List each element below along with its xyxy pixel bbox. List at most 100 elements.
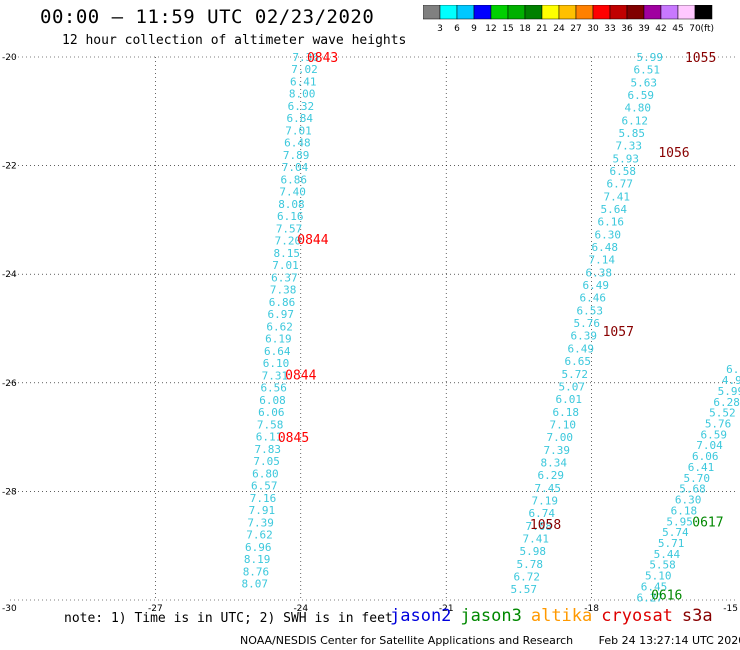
wave-height-point: 7.62 bbox=[246, 529, 273, 542]
wave-height-point: 5.71 bbox=[658, 537, 685, 550]
wave-height-point: 5.74 bbox=[662, 526, 689, 539]
wave-height-point: 5.76 bbox=[574, 317, 601, 330]
wave-height-point: 6.45 bbox=[641, 580, 668, 593]
wave-height-point: 6.58 bbox=[610, 165, 637, 178]
satellite-cryosat: cryosat bbox=[601, 606, 673, 626]
wave-height-point: 6.28 bbox=[726, 363, 740, 376]
pass-time-label: 0844 bbox=[297, 233, 328, 248]
x-tick-label: -15 bbox=[723, 604, 738, 614]
legend-label: 24 bbox=[553, 24, 565, 34]
wave-height-point: 6.80 bbox=[252, 467, 279, 480]
wave-height-point: 6.28 bbox=[713, 396, 740, 409]
legend-label: 15 bbox=[502, 24, 513, 34]
wave-height-point: 7.04 bbox=[696, 439, 723, 452]
wave-height-point: 6.49 bbox=[583, 279, 610, 292]
wave-height-point: 5.70 bbox=[683, 472, 710, 485]
wave-height-point: 8.08 bbox=[278, 198, 305, 211]
wave-height-point: 5.63 bbox=[631, 76, 658, 89]
wave-height-point: 5.93 bbox=[613, 152, 640, 165]
wave-height-point: 5.72 bbox=[562, 368, 589, 381]
wave-height-point: 6.97 bbox=[268, 308, 295, 321]
wave-height-point: 8.76 bbox=[243, 565, 270, 578]
wave-height-point: 7.36 bbox=[292, 51, 319, 64]
y-tick-label: -28 bbox=[2, 487, 17, 497]
legend-label: 39 bbox=[638, 24, 650, 34]
wave-height-point: 7.39 bbox=[247, 516, 274, 529]
wave-height-point: 7.01 bbox=[272, 259, 299, 272]
wave-height-point: 6.16 bbox=[598, 216, 625, 229]
wave-height-point: 5.58 bbox=[649, 559, 676, 572]
x-tick-label: -24 bbox=[293, 604, 308, 614]
wave-height-point: 6.59 bbox=[701, 428, 728, 441]
y-tick-label: -22 bbox=[2, 162, 17, 172]
wave-height-point: 6.19 bbox=[265, 333, 292, 346]
legend-label: 42 bbox=[655, 24, 666, 34]
wave-height-point: 6.96 bbox=[245, 541, 272, 554]
wave-height-point: 8.15 bbox=[273, 247, 300, 260]
wave-height-point: 7.58 bbox=[257, 418, 284, 431]
legend-label: 12 bbox=[485, 24, 496, 34]
pass-time-label: 0617 bbox=[692, 515, 723, 530]
wave-height-point: 7.41 bbox=[522, 532, 549, 545]
wave-height-point: 6.72 bbox=[513, 570, 540, 583]
x-tick-label: -30 bbox=[2, 604, 17, 614]
satellite-legend: jason2 jason3 altika cryosat s3a bbox=[390, 606, 722, 626]
wave-height-point: 5.99 bbox=[718, 385, 740, 398]
wave-height-point: 7.38 bbox=[270, 284, 297, 297]
track-3: 6.284.905.996.285.525.766.597.046.066.41… bbox=[637, 363, 740, 604]
wave-height-point: 5.85 bbox=[619, 127, 646, 140]
wave-height-point: 6.59 bbox=[628, 89, 655, 102]
wave-height-point: 6.30 bbox=[595, 228, 622, 241]
pass-time-label: 0844 bbox=[285, 369, 316, 384]
wave-height-point: 6.53 bbox=[577, 304, 604, 317]
x-tick-label: -21 bbox=[439, 604, 454, 614]
chart-subtitle: 12 hour collection of altimeter wave hei… bbox=[62, 33, 407, 48]
legend-label: 30 bbox=[587, 24, 599, 34]
wave-height-point: 7.04 bbox=[282, 161, 309, 174]
y-tick-label: -20 bbox=[2, 53, 17, 63]
track-1: 7.367.026.418.006.326.847.016.487.897.04… bbox=[242, 51, 339, 591]
satellite-jason2: jason2 bbox=[390, 606, 452, 626]
wave-height-point: 5.99 bbox=[637, 51, 664, 64]
wave-height-point: 7.40 bbox=[279, 186, 306, 199]
pass-time-label: 0616 bbox=[651, 589, 682, 604]
wave-height-point: 6.39 bbox=[571, 330, 598, 343]
wave-height-point: 7.02 bbox=[291, 63, 318, 76]
credit-line: NOAA/NESDIS Center for Satellite Applica… bbox=[240, 634, 740, 647]
legend-label: 6 bbox=[454, 24, 460, 34]
credit-text: NOAA/NESDIS Center for Satellite Applica… bbox=[240, 634, 574, 647]
legend-label: 45 bbox=[672, 24, 683, 34]
legend-label: 3 bbox=[437, 24, 443, 34]
color-legend: 3 6 9 12 15 18 21 24 27 30 33 36 39 42 45 70 (ft) bbox=[423, 5, 714, 34]
wave-height-point: 6.56 bbox=[260, 382, 287, 395]
wave-height-point: 7.91 bbox=[249, 504, 276, 517]
wave-height-point: 6.18 bbox=[553, 406, 580, 419]
legend-label: 36 bbox=[621, 24, 633, 34]
wave-height-point: 6.86 bbox=[281, 173, 308, 186]
legend-label: 9 bbox=[471, 24, 477, 34]
wave-height-point: 5.78 bbox=[516, 558, 543, 571]
pass-time-label: 1057 bbox=[603, 325, 634, 340]
wave-height-point: 7.89 bbox=[283, 149, 310, 162]
wave-height-point: 5.64 bbox=[601, 203, 628, 216]
wave-height-point: 7.39 bbox=[544, 444, 571, 457]
legend-swatch bbox=[694, 5, 713, 20]
pass-time-label: 0843 bbox=[307, 51, 338, 66]
wave-height-point: 6.06 bbox=[258, 406, 285, 419]
wave-height-point: 6.64 bbox=[264, 345, 291, 358]
satellite-s3a: s3a bbox=[681, 606, 713, 626]
y-tick-label: -24 bbox=[2, 270, 17, 280]
wave-height-point: 6.18 bbox=[671, 504, 698, 517]
wave-height-point: 5.76 bbox=[705, 418, 732, 431]
wave-height-point: 6.10 bbox=[263, 357, 290, 370]
pass-time-label: 0845 bbox=[278, 431, 309, 446]
legend-label: 70 bbox=[689, 24, 701, 34]
wave-height-point: 6.62 bbox=[266, 320, 293, 333]
wave-height-point: 6.32 bbox=[288, 100, 315, 113]
wave-height-point: 6.16 bbox=[277, 210, 304, 223]
wave-height-point: 7.31 bbox=[262, 369, 289, 382]
wave-height-point: 6.48 bbox=[284, 137, 311, 150]
wave-height-point: 8.00 bbox=[289, 88, 316, 101]
chart-title: 00:00 – 11:59 UTC 02/23/2020 bbox=[40, 6, 375, 28]
